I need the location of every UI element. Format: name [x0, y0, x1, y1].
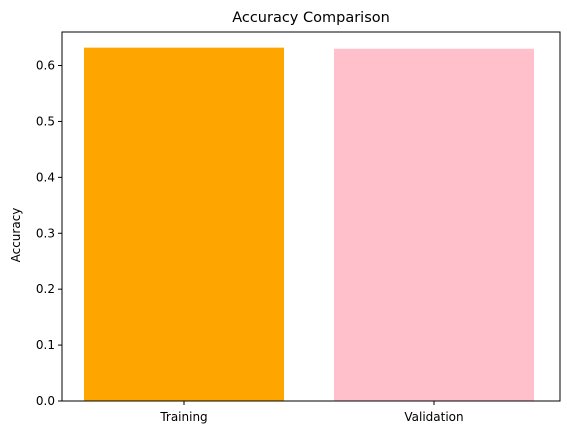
y-axis-label: Accuracy	[9, 208, 23, 263]
y-tick-label: 0.2	[36, 282, 55, 296]
x-tick-label: Validation	[404, 410, 463, 424]
y-tick-label: 0.4	[36, 170, 55, 184]
chart-title: Accuracy Comparison	[232, 10, 390, 26]
x-axis: Training Validation	[159, 401, 464, 424]
plot-frame	[61, 31, 561, 402]
bars-group	[84, 47, 534, 402]
y-tick-label: 0.5	[36, 114, 55, 128]
bar-training	[84, 47, 284, 402]
y-tick-label: 0.1	[36, 338, 55, 352]
x-tick-label: Training	[159, 410, 207, 424]
y-tick-label: 0.3	[36, 226, 55, 240]
y-tick-label: 0.0	[36, 394, 55, 408]
y-axis: 0.0 0.1 0.2 0.3 0.4 0.5 0.6	[36, 59, 62, 408]
bar-validation	[334, 48, 534, 401]
y-tick-label: 0.6	[36, 59, 55, 73]
